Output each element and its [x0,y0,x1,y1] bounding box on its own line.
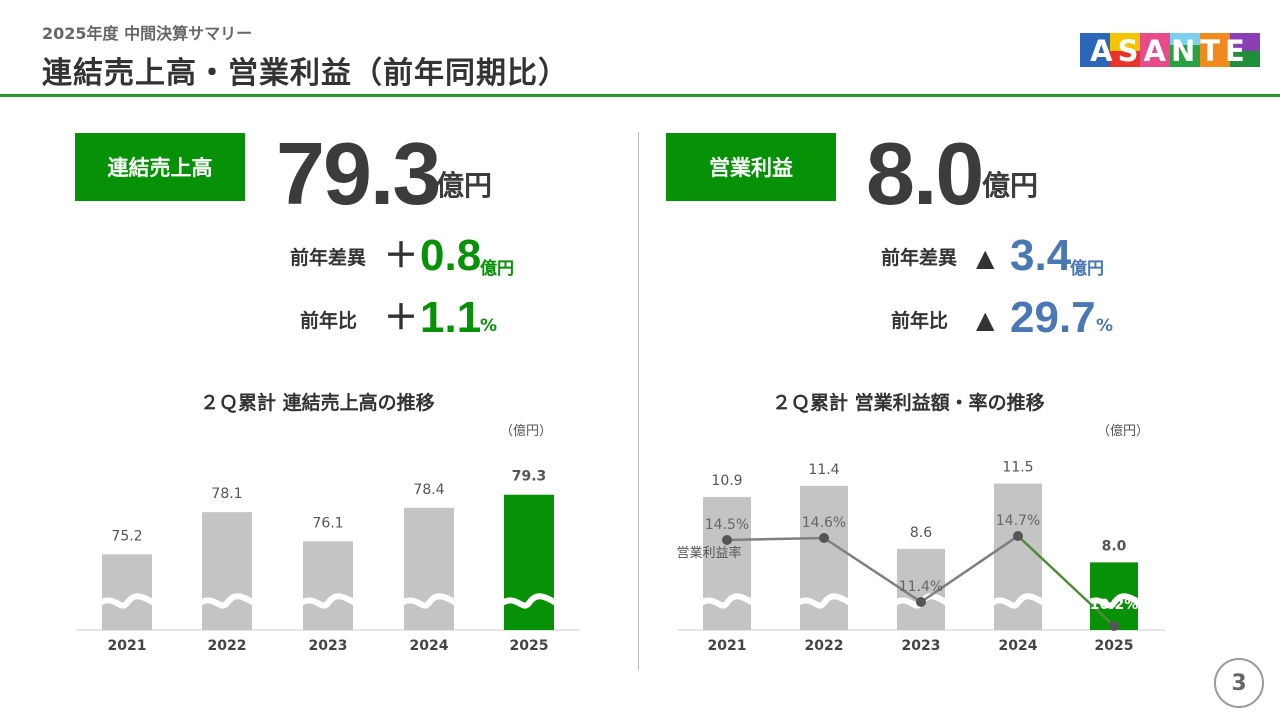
sales-value-label-2021: 75.2 [111,528,142,544]
sales-ratio-sign: ＋ [384,298,418,338]
rate-label-2023: 11.4% [899,579,943,595]
page-number: 3 [1214,658,1264,708]
sales-category-2023: 2023 [309,638,348,654]
center-divider [638,132,639,670]
profit-bar-2022 [800,485,848,630]
sales-bar-2021 [102,554,152,630]
sales-axis-break-2024 [400,593,458,609]
rate-point-2021 [722,535,732,545]
rate-label-2022: 14.6% [802,515,846,531]
profit-axis-break-2021 [699,593,755,609]
sales-bar-2025 [504,494,554,630]
profit-value-label-2022: 11.4 [808,462,839,478]
asante-logo: ASANTE [1080,33,1260,67]
sales-diff-unit: 億円 [480,259,514,279]
rate-label-2025: 10.2% [1090,597,1139,613]
header-rule [0,94,1280,97]
profit-diff-unit: 億円 [1070,259,1104,279]
profit-ratio-value: 29.7 [1010,293,1096,342]
profit-category-2023: 2023 [902,638,941,654]
sales-ratio-label: 前年比 [300,310,358,332]
rate-point-2022 [819,533,829,543]
page-title: 連結売上高・営業利益（前年同期比） [42,56,569,91]
sales-value-label-2024: 78.4 [413,482,444,498]
profit-chart-unit: （億円） [1097,424,1150,439]
profit-label-box: 営業利益 [666,133,836,201]
sales-chart-unit: （億円） [500,424,553,439]
profit-bar-2021 [703,497,751,630]
sales-axis-break-2022 [198,593,256,609]
profit-ratio-label: 前年比 [891,310,949,332]
profit-axis-break-2024 [990,593,1046,609]
sales-label-box: 連結売上高 [75,133,245,201]
sales-diff-value: 0.8 [420,231,482,280]
sales-value-label-2022: 78.1 [211,486,242,502]
profit-category-2025: 2025 [1095,638,1134,654]
profit-value-label-2021: 10.9 [711,473,742,489]
profit-axis-break-2025 [1086,593,1142,609]
rate-line-segment-3 [1017,535,1115,627]
profit-bar-2024 [994,483,1042,630]
sales-bar-2024 [404,507,454,630]
sales-bar-2023 [303,541,353,630]
sales-value-label-2025: 79.3 [512,469,547,485]
sales-bar-chart: 75.2 2021 78.1 2022 76.1 2023 78.4 2024 79.3 2025 [76,469,580,654]
sales-axis-break-2021 [98,593,156,609]
sales-chart-title: ２Ｑ累計 連結売上高の推移 [200,392,435,414]
sales-diff-label: 前年差異 [290,247,367,269]
profit-diff-value: 3.4 [1010,231,1072,280]
rate-line-segment-1 [823,536,922,604]
rate-series-label: 営業利益率 [676,545,741,561]
profit-value-label-2025: 8.0 [1102,538,1127,554]
profit-diff-label: 前年差異 [881,247,958,269]
page-subtitle: 2025年度 中間決算サマリー [42,24,253,43]
sales-category-2022: 2022 [208,638,247,654]
rate-line-segment-0 [726,536,825,542]
sales-diff-sign: ＋ [384,236,418,276]
profit-axis-break-2022 [796,593,852,609]
sales-category-2024: 2024 [410,638,449,654]
sales-value: 79.3 [276,124,441,223]
rate-point-2025 [1109,621,1119,631]
sales-axis-break-2025 [500,593,558,609]
rate-label-2021: 14.5% [705,517,749,533]
sales-ratio-value: 1.1 [420,293,482,342]
sales-value-label-2023: 76.1 [312,515,343,531]
profit-bar-2023 [897,548,945,630]
sales-axis-break-2023 [299,593,357,609]
profit-chart-title: ２Ｑ累計 営業利益額・率の推移 [772,392,1045,414]
profit-category-2024: 2024 [999,638,1038,654]
profit-ratio-unit: % [1096,316,1114,336]
profit-unit: 億円 [982,169,1039,202]
profit-ratio-sign: ▲ [976,306,995,334]
profit-diff-sign: ▲ [976,244,995,272]
sales-category-2021: 2021 [108,638,147,654]
sales-bar-2022 [202,512,252,630]
profit-value-label-2024: 11.5 [1002,460,1033,476]
rate-label-2024: 14.7% [996,513,1040,529]
sales-unit: 億円 [436,169,493,202]
rate-point-2023 [916,597,926,607]
profit-category-2022: 2022 [805,638,844,654]
profit-category-2021: 2021 [708,638,747,654]
profit-value: 8.0 [866,124,984,223]
rate-line-segment-2 [920,534,1019,604]
sales-ratio-unit: % [480,316,498,336]
sales-category-2025: 2025 [510,638,549,654]
rate-point-2024 [1013,531,1023,541]
profit-value-label-2023: 8.6 [910,525,932,541]
logo-wordmark: ASANTE [1090,34,1250,67]
